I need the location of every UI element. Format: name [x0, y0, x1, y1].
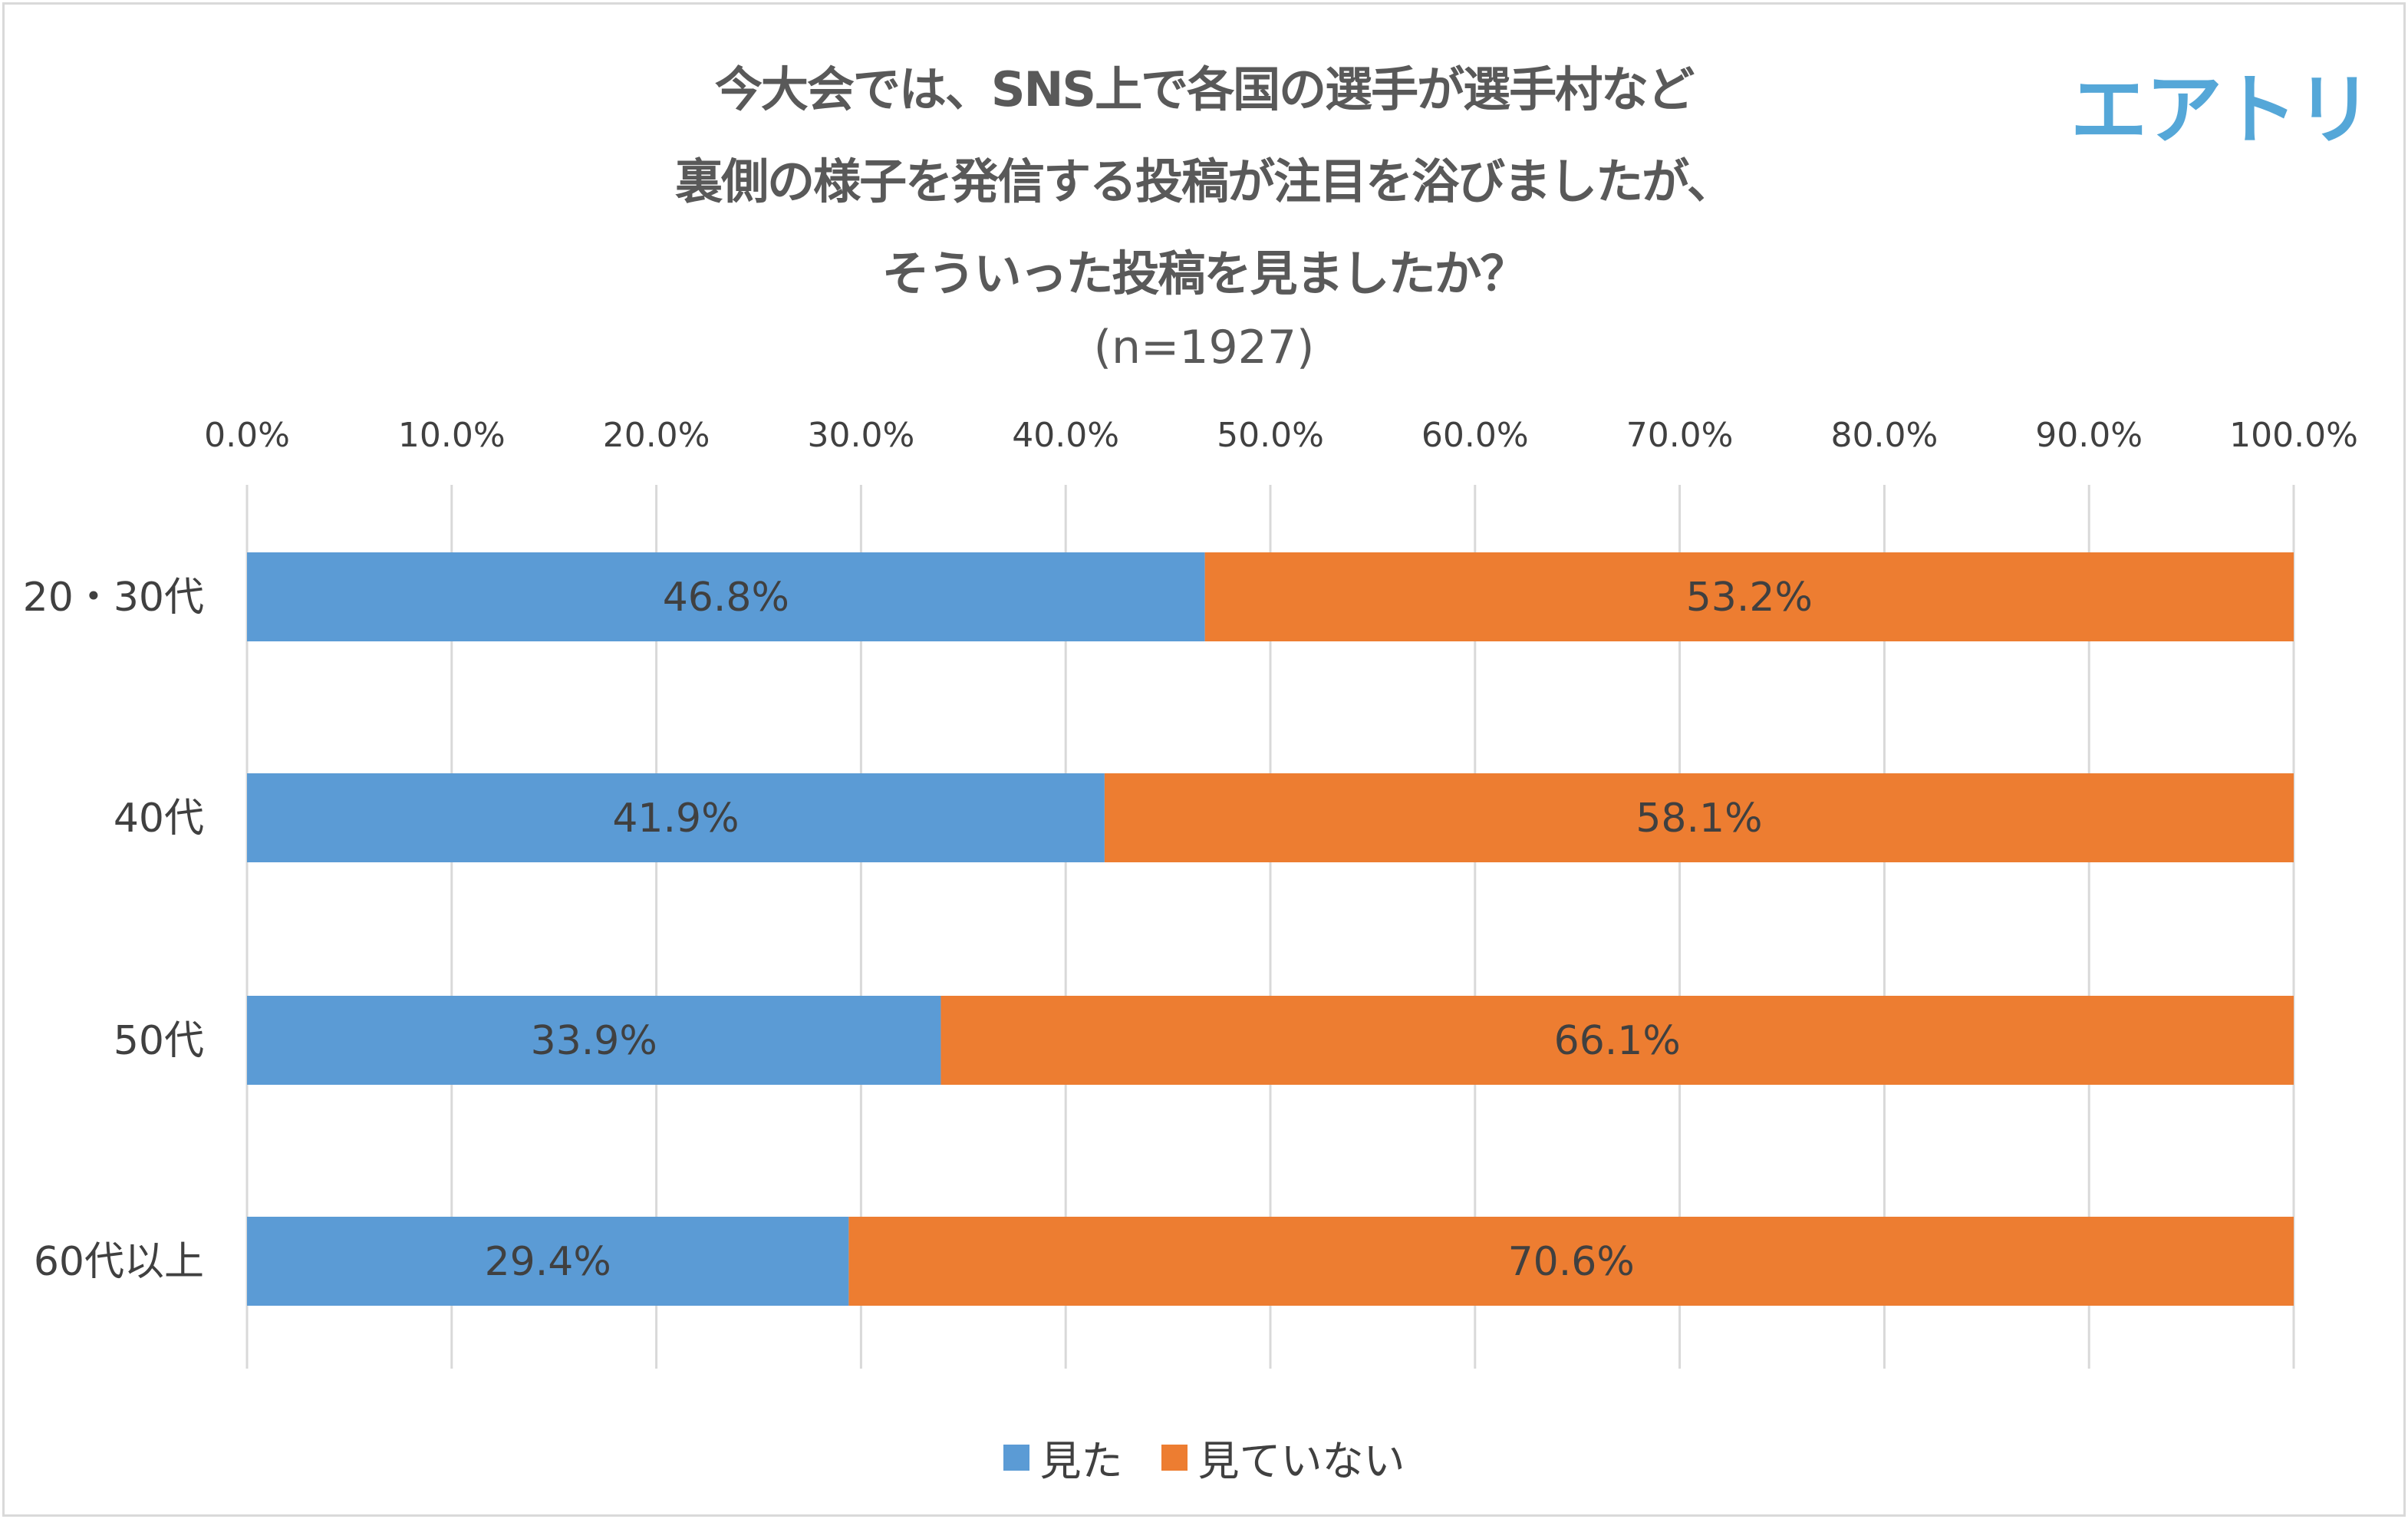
legend-swatch-not-seen	[1161, 1444, 1188, 1471]
legend-swatch-seen	[1003, 1444, 1029, 1471]
data-label: 29.4%	[485, 1239, 611, 1285]
x-tick-label: 70.0%	[1626, 416, 1734, 455]
data-label: 70.6%	[1508, 1239, 1635, 1285]
chart-title-line-1: 今大会では、SNS上で各国の選手が選手村など	[714, 61, 1695, 117]
bar-seen	[247, 552, 1205, 641]
x-tick-label: 10.0%	[398, 416, 506, 455]
legend: 見た 見ていない	[0, 1427, 2408, 1488]
legend-item-seen: 見た	[1003, 1427, 1123, 1488]
x-tick-label: 20.0%	[603, 416, 710, 455]
category-label: 40代	[114, 796, 204, 842]
category-label: 20・30代	[23, 575, 204, 621]
bar-not-seen	[1204, 552, 2294, 641]
data-label: 46.8%	[663, 575, 789, 621]
x-tick-label: 80.0%	[1831, 416, 1939, 455]
data-label: 66.1%	[1554, 1018, 1681, 1064]
legend-item-not-seen: 見ていない	[1161, 1427, 1405, 1488]
data-label: 33.9%	[531, 1018, 657, 1064]
x-tick-label: 50.0%	[1217, 416, 1324, 455]
bar-not-seen	[940, 996, 2294, 1085]
logo-text: エアトリ	[2070, 65, 2373, 155]
category-label: 60代以上	[34, 1239, 204, 1285]
x-tick-label: 40.0%	[1012, 416, 1119, 455]
bar-seen	[247, 996, 941, 1085]
airtrip-logo: エアトリ	[2064, 64, 2378, 157]
chart-title-line-3: そういった投稿を見ましたか？	[881, 245, 1527, 301]
bar-not-seen	[848, 1217, 2294, 1306]
chart-subtitle: (n=1927)	[1093, 321, 1315, 374]
chart-title-line-2: 裏側の様子を発信する投稿が注目を浴びましたが、	[675, 153, 1734, 209]
category-label: 50代	[114, 1018, 204, 1064]
x-tick-label: 0.0%	[204, 416, 290, 455]
legend-label-not-seen: 見ていない	[1197, 1437, 1405, 1485]
bar-not-seen	[1104, 773, 2294, 862]
data-label: 53.2%	[1686, 575, 1813, 621]
x-tick-label: 30.0%	[808, 416, 915, 455]
legend-label-seen: 見た	[1039, 1437, 1123, 1485]
x-tick-label: 60.0%	[1421, 416, 1529, 455]
bar-seen	[247, 1217, 849, 1306]
data-label: 58.1%	[1636, 796, 1762, 842]
x-tick-label: 100.0%	[2229, 416, 2358, 455]
x-tick-label: 90.0%	[2035, 416, 2143, 455]
bar-seen	[247, 773, 1105, 862]
data-label: 41.9%	[612, 796, 739, 842]
